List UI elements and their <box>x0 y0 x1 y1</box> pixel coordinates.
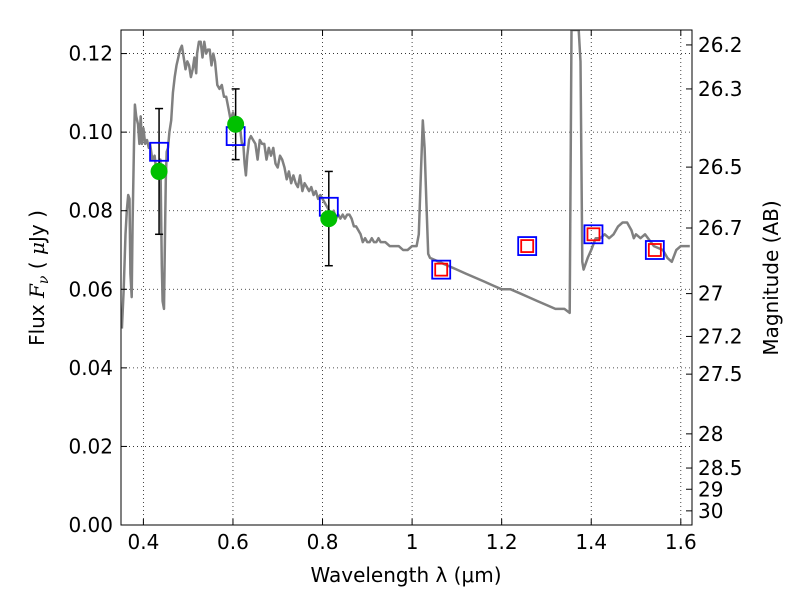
x-tick-label: 1.2 <box>486 530 518 554</box>
right-tick-label: 26.7 <box>698 216 743 240</box>
right-tick-label: 28.5 <box>698 456 743 480</box>
x-tick-label: 1.4 <box>575 530 607 554</box>
x-tick-label: 0.6 <box>217 530 249 554</box>
plot-frame <box>120 29 693 526</box>
axes: 0.4 0.6 0.8 1 1.2 1.4 1.6 0.00 0.02 0.04 0.06 0.08 0… <box>25 30 743 554</box>
plot-area <box>121 30 690 329</box>
nir-photometry-square <box>434 262 449 277</box>
y-tick-label: 0.12 <box>68 42 113 66</box>
right-tick-label: 30 <box>698 499 723 523</box>
model-photometry-square <box>583 224 604 245</box>
x-axis-label: Wavelength λ (μm) <box>310 563 501 587</box>
x-tick-label: 0.8 <box>307 530 339 554</box>
sed-model-line <box>121 30 690 329</box>
right-tick-label: 28 <box>698 422 723 446</box>
model-photometry-square <box>149 141 169 162</box>
model-photometry-square <box>517 236 538 256</box>
right-tick-label: 27 <box>698 282 723 306</box>
right-tick-label: 26.3 <box>698 77 743 101</box>
y-tick-label: 0.10 <box>68 120 113 144</box>
right-tick-label: 27.5 <box>698 362 743 386</box>
right-tick-label: 27.2 <box>698 324 743 348</box>
model-photometry-square <box>431 259 452 280</box>
y-axis-label: Flux Fν ( μJy ) <box>25 210 52 346</box>
nir-photometry-square <box>520 239 535 253</box>
y-tick-label: 0.00 <box>68 513 113 537</box>
observed-point <box>227 115 245 133</box>
right-axis-label: Magnitude (AB) <box>759 200 783 355</box>
y-tick-label: 0.08 <box>68 199 113 223</box>
nir-photometry-square <box>647 243 662 257</box>
y-tick-label: 0.02 <box>68 434 113 458</box>
right-tick-label: 26.2 <box>698 33 743 57</box>
y-tick-label: 0.06 <box>68 277 113 301</box>
x-tick-label: 1.6 <box>665 530 697 554</box>
nir-photometry-square <box>586 227 601 242</box>
observed-point <box>320 210 338 228</box>
x-tick-label: 1 <box>406 530 419 554</box>
model-photometry-square <box>644 240 665 260</box>
observed-point <box>150 162 168 180</box>
grid <box>121 30 692 526</box>
x-tick-label: 0.4 <box>127 530 159 554</box>
right-tick-label: 29 <box>698 477 723 501</box>
right-tick-label: 26.5 <box>698 155 743 179</box>
y-tick-label: 0.04 <box>68 356 113 380</box>
